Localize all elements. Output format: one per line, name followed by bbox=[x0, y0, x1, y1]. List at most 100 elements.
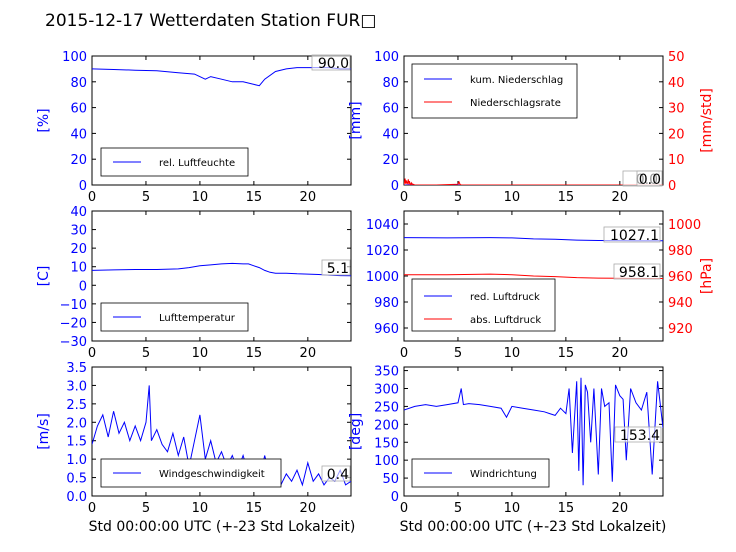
y-tick-label: 0 bbox=[79, 279, 87, 294]
y-tick-label: 30 bbox=[70, 224, 87, 239]
y-tick-label: 1.0 bbox=[66, 453, 87, 468]
y-tick-label-right: 980 bbox=[668, 244, 693, 259]
y-tick-label: −20 bbox=[60, 316, 87, 331]
x-tick-label: 20 bbox=[612, 190, 629, 205]
annotation-box bbox=[636, 170, 663, 187]
y-axis-label: [C] bbox=[36, 266, 52, 287]
x-tick-label: 5 bbox=[454, 190, 462, 205]
legend-label: Windrichtung bbox=[470, 469, 537, 480]
annotation-value: 958.1 bbox=[619, 265, 659, 281]
y-tick-label: 2.5 bbox=[66, 398, 87, 413]
y-tick-label: 200 bbox=[374, 418, 399, 433]
series-line-0 bbox=[92, 262, 351, 277]
legend-label: Lufttemperatur bbox=[159, 313, 236, 324]
x-tick-label: 5 bbox=[142, 346, 150, 361]
y-tick-label: 40 bbox=[70, 205, 87, 220]
x-tick-label: 10 bbox=[192, 190, 209, 205]
annotation-box bbox=[613, 263, 661, 280]
y-tick-label: 250 bbox=[374, 400, 399, 415]
y-tick-label: 20 bbox=[70, 153, 87, 168]
x-tick-label: 15 bbox=[246, 346, 263, 361]
series-line-1 bbox=[404, 178, 663, 185]
y-tick-label: 80 bbox=[382, 76, 399, 91]
panel-wind_speed: 0 5 10 15 20 0.0 0.5 1.0 1.5 2.0 2.5 3.0 3.5 [m/s] 0.4… bbox=[36, 361, 352, 516]
y-tick-label-right: 0 bbox=[668, 179, 676, 194]
y-tick-label: 1020 bbox=[366, 244, 399, 259]
y-tick-label: 350 bbox=[374, 365, 399, 380]
y-tick-label: 3.5 bbox=[66, 361, 87, 376]
y-tick-label-right: 40 bbox=[668, 76, 685, 91]
y-tick-label: 100 bbox=[374, 454, 399, 469]
plot-frame bbox=[91, 210, 352, 342]
x-tick-label: 0 bbox=[400, 190, 408, 205]
plot-frame bbox=[91, 366, 352, 497]
legend-label: abs. Luftdruck bbox=[470, 315, 541, 326]
panel-precip: 0 5 10 15 20 0 20 40 60 80 100 0 10 20 30 40 50 [mm] [mm/s… bbox=[348, 50, 715, 205]
legend-box bbox=[411, 278, 556, 332]
figure-title: 2015-12-17 Wetterdaten Station FUR□ bbox=[45, 11, 376, 31]
y-axis-label-right: [hPa] bbox=[699, 258, 715, 294]
annotation-value: 1027.1 bbox=[610, 228, 659, 244]
x-tick-label: 10 bbox=[504, 501, 521, 516]
annotation-box bbox=[321, 259, 351, 276]
panel-temperature: 0 5 10 15 20 −30 −20 −10 0 10 20 30 40 [C] 5.1 Lufttemp… bbox=[36, 205, 352, 361]
x-tick-label: 5 bbox=[142, 190, 150, 205]
x-tick-label: 5 bbox=[454, 501, 462, 516]
y-tick-label: 20 bbox=[382, 153, 399, 168]
annotation-box bbox=[603, 226, 661, 243]
y-axis-label: [mm] bbox=[348, 101, 364, 139]
series-line-0 bbox=[92, 385, 351, 487]
annotation-value: 153.4 bbox=[620, 428, 660, 444]
x-tick-label: 20 bbox=[300, 190, 317, 205]
x-tick-label: 15 bbox=[246, 190, 263, 205]
annotation-box bbox=[321, 465, 351, 482]
y-tick-label: 0.0 bbox=[66, 490, 87, 505]
y-tick-label: 0.5 bbox=[66, 472, 87, 487]
y-axis-label: [deg] bbox=[348, 413, 364, 450]
plot-frame bbox=[91, 55, 352, 186]
y-tick-label: 300 bbox=[374, 383, 399, 398]
y-tick-label: 2.0 bbox=[66, 416, 87, 431]
y-axis-label: [%] bbox=[36, 108, 52, 132]
x-tick-label: 5 bbox=[454, 346, 462, 361]
x-axis-label-right: Std 00:00:00 UTC (+-23 Std Lokalzeit) bbox=[400, 519, 667, 535]
legend-label: kum. Niederschlag bbox=[470, 75, 563, 86]
panel-humidity: 0 5 10 15 20 0 20 40 60 80 100 [%] 90.0 rel. Luftfeuc… bbox=[36, 50, 352, 205]
annotation-value: 5.1 bbox=[327, 261, 349, 277]
x-tick-label: 20 bbox=[300, 346, 317, 361]
y-tick-label: 1000 bbox=[366, 270, 399, 285]
x-tick-label: 0 bbox=[88, 346, 96, 361]
annotation-box bbox=[614, 426, 662, 443]
y-tick-label: 3.0 bbox=[66, 379, 87, 394]
y-tick-label-right: 940 bbox=[668, 296, 693, 311]
plot-frame bbox=[403, 366, 664, 497]
y-tick-label-right: 920 bbox=[668, 322, 693, 337]
y-tick-label: 40 bbox=[382, 127, 399, 142]
legend-label: rel. Luftfeuchte bbox=[159, 158, 235, 169]
y-tick-label: 0 bbox=[391, 490, 399, 505]
y-tick-label-right: 1000 bbox=[668, 218, 701, 233]
y-tick-label: 20 bbox=[70, 242, 87, 257]
legend-label: red. Luftdruck bbox=[470, 292, 540, 303]
annotation-value: 0.0 bbox=[639, 172, 661, 188]
y-tick-label: −10 bbox=[60, 298, 87, 313]
y-tick-label: 0 bbox=[391, 179, 399, 194]
x-tick-label: 0 bbox=[400, 501, 408, 516]
x-tick-label: 5 bbox=[142, 501, 150, 516]
y-tick-label-right: 20 bbox=[668, 127, 685, 142]
x-axis-label-left: Std 00:00:00 UTC (+-23 Std Lokalzeit) bbox=[89, 519, 356, 535]
y-tick-label: 1.5 bbox=[66, 435, 87, 450]
panel-pressure: 0 5 10 15 20 960 980 1000 1020 1040 920 940 960 980 10… bbox=[366, 210, 715, 361]
x-tick-label: 20 bbox=[612, 501, 629, 516]
y-tick-label: 60 bbox=[382, 102, 399, 117]
x-tick-label: 10 bbox=[504, 346, 521, 361]
y-tick-label: 60 bbox=[70, 102, 87, 117]
x-tick-label: 15 bbox=[558, 190, 575, 205]
y-tick-label: 960 bbox=[374, 322, 399, 337]
y-tick-label: 100 bbox=[374, 50, 399, 65]
y-tick-label: 150 bbox=[374, 436, 399, 451]
y-tick-label-right: 960 bbox=[668, 270, 693, 285]
y-tick-label: 100 bbox=[62, 50, 87, 65]
